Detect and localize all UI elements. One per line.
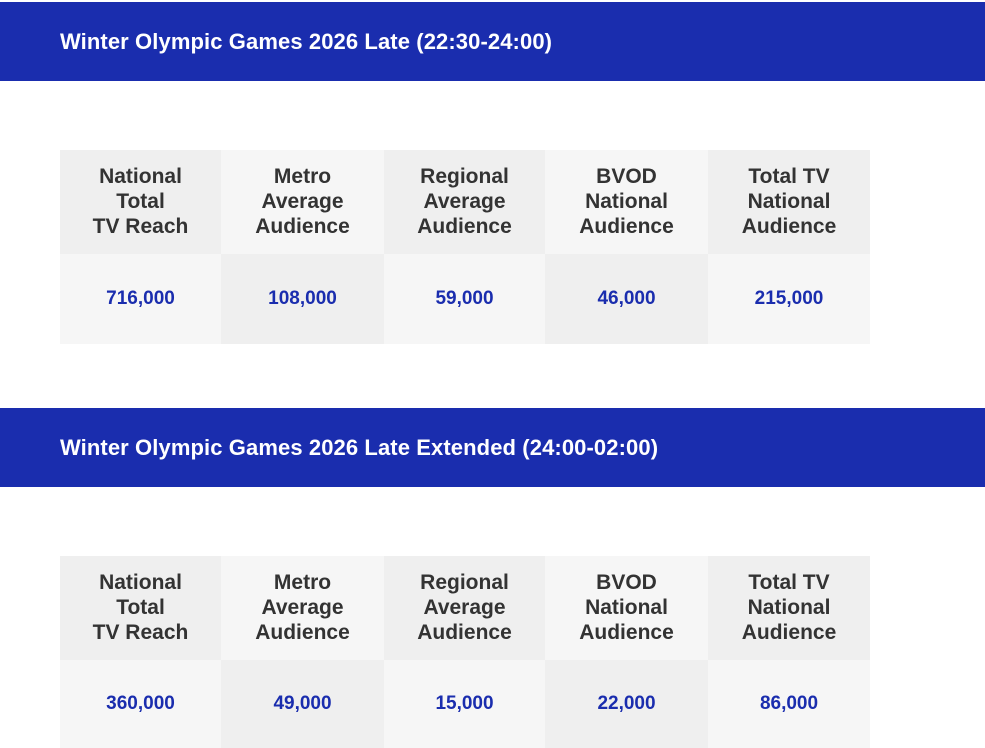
section-header-late-extended: Winter Olympic Games 2026 Late Extended … bbox=[0, 408, 985, 487]
column-header: Total TV National Audience bbox=[708, 556, 870, 660]
stat-value: 59,000 bbox=[384, 254, 545, 344]
section-title: Winter Olympic Games 2026 Late (22:30-24… bbox=[60, 28, 553, 54]
column-header: Total TV National Audience bbox=[708, 150, 870, 254]
stat-value: 86,000 bbox=[708, 660, 870, 748]
stat-value: 15,000 bbox=[384, 660, 545, 748]
stat-value: 46,000 bbox=[545, 254, 708, 344]
column-header: Regional Average Audience bbox=[384, 556, 545, 660]
column-header: National Total TV Reach bbox=[60, 150, 221, 254]
stats-table-late-extended: National Total TV Reach Metro Average Au… bbox=[60, 556, 870, 748]
section-header-late: Winter Olympic Games 2026 Late (22:30-24… bbox=[0, 2, 985, 81]
column-header: BVOD National Audience bbox=[545, 150, 708, 254]
stat-value: 215,000 bbox=[708, 254, 870, 344]
column-header: Regional Average Audience bbox=[384, 150, 545, 254]
stat-value: 22,000 bbox=[545, 660, 708, 748]
stat-value: 360,000 bbox=[60, 660, 221, 748]
column-header: Metro Average Audience bbox=[221, 150, 384, 254]
column-header: National Total TV Reach bbox=[60, 556, 221, 660]
section-title: Winter Olympic Games 2026 Late Extended … bbox=[60, 434, 659, 460]
stat-value: 716,000 bbox=[60, 254, 221, 344]
stat-value: 49,000 bbox=[221, 660, 384, 748]
column-header: Metro Average Audience bbox=[221, 556, 384, 660]
column-header: BVOD National Audience bbox=[545, 556, 708, 660]
stats-table-late: National Total TV Reach Metro Average Au… bbox=[60, 150, 870, 344]
stat-value: 108,000 bbox=[221, 254, 384, 344]
